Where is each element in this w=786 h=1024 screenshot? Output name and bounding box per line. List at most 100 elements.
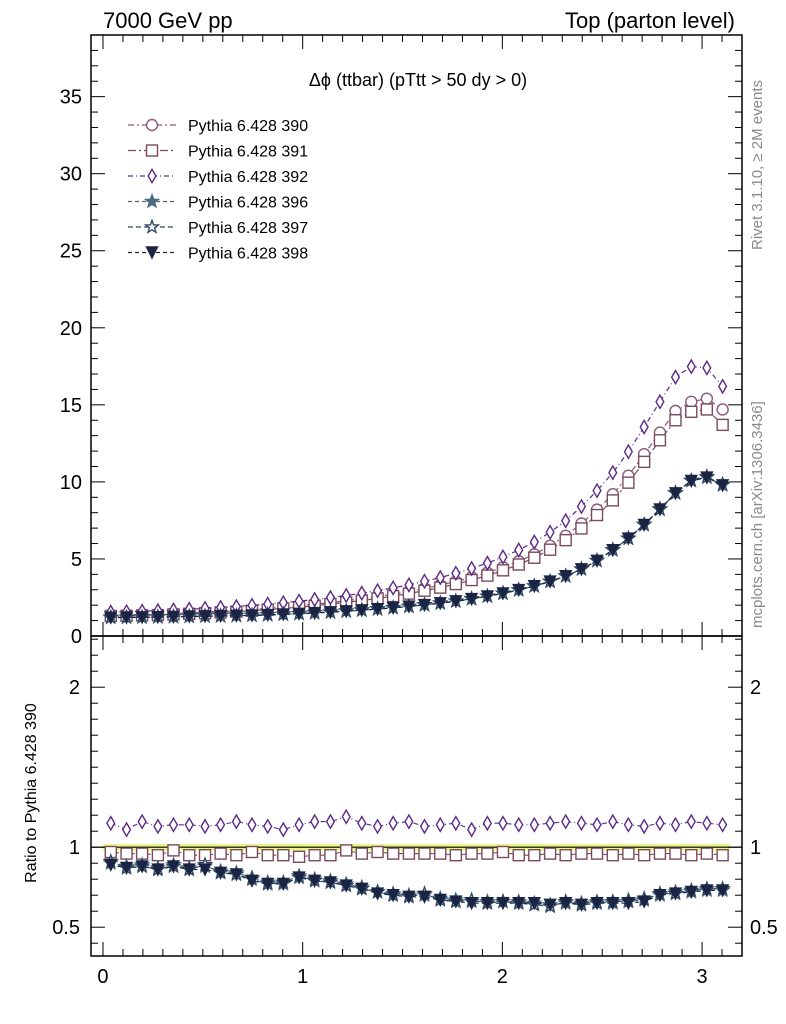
data-point [700, 403, 714, 416]
data-point [686, 358, 696, 375]
ratio-axis-label: Ratio to Pythia 6.428 390 [23, 703, 40, 883]
data-point [276, 608, 290, 622]
data-point [451, 815, 461, 832]
data-point [575, 522, 588, 535]
data-point [451, 565, 461, 582]
data-point [145, 118, 159, 132]
data-point [466, 560, 477, 577]
data-point [276, 877, 290, 892]
data-point [543, 847, 557, 860]
ratio-y-tick-label-right: 1 [750, 837, 761, 859]
data-point [559, 570, 573, 584]
data-point [637, 518, 651, 532]
y-tick-label: 35 [60, 87, 82, 109]
series-pythia-6-428-398 [104, 471, 730, 625]
legend-label: Pythia 6.428 396 [188, 195, 308, 212]
data-point [449, 895, 463, 909]
data-point [341, 808, 351, 825]
data-point [480, 590, 495, 604]
data-point [261, 877, 275, 892]
ratio-series-line [110, 861, 723, 907]
data-point [119, 611, 134, 625]
data-point [606, 543, 620, 558]
y-tick-label: 15 [60, 395, 82, 417]
data-point [685, 849, 698, 862]
data-point [574, 563, 589, 577]
ratio-y-tick-label: 2 [69, 677, 80, 699]
data-point [449, 595, 463, 609]
data-point [482, 555, 493, 572]
data-point [684, 474, 698, 489]
data-point [309, 813, 320, 830]
data-point [214, 847, 227, 860]
x-tick-label: 3 [696, 966, 707, 988]
data-point [417, 598, 432, 613]
data-point [498, 815, 508, 832]
data-point [339, 605, 353, 619]
ratio-y-tick-label: 1 [69, 837, 80, 859]
data-point [419, 573, 430, 590]
data-point [700, 392, 714, 405]
data-point [135, 860, 149, 874]
data-point [700, 847, 714, 860]
data-point [263, 818, 273, 835]
data-point [198, 610, 212, 624]
data-point [143, 218, 161, 234]
y-tick-label: 30 [60, 164, 82, 186]
data-point [357, 815, 367, 832]
data-point [637, 895, 651, 909]
data-point [512, 583, 526, 598]
data-point [292, 607, 306, 621]
series-pythia-6-428-390 [104, 392, 729, 622]
data-point [715, 479, 730, 493]
data-point [229, 868, 244, 882]
data-point [545, 524, 555, 541]
y-tick-label: 10 [60, 472, 82, 494]
data-point [655, 815, 665, 832]
data-point [608, 813, 618, 830]
data-point [371, 845, 384, 859]
data-point [559, 533, 572, 547]
data-point [529, 816, 539, 833]
data-point [639, 419, 649, 436]
data-point [215, 816, 226, 833]
data-point [355, 604, 369, 618]
series-pythia-6-428-397 [102, 468, 731, 625]
data-point [231, 813, 242, 830]
data-point [386, 601, 400, 616]
data-point [514, 542, 524, 559]
data-point [621, 532, 636, 546]
data-point [137, 813, 147, 830]
data-point [543, 575, 557, 589]
legend-label: Pythia 6.428 392 [188, 169, 308, 186]
data-point [341, 587, 351, 604]
data-point [388, 815, 398, 832]
data-point [402, 600, 416, 614]
ratio-y-tick-label-right: 0.5 [750, 917, 778, 939]
legend-entry: Pythia 6.428 391 [128, 144, 308, 161]
data-point [245, 845, 259, 859]
data-point [608, 464, 618, 481]
data-point [106, 815, 116, 832]
data-point [528, 551, 541, 564]
data-point [370, 887, 385, 901]
data-point [700, 884, 714, 898]
data-point [182, 610, 196, 624]
y-tick-label: 20 [60, 318, 82, 340]
data-point [324, 849, 337, 862]
data-point [637, 849, 651, 862]
data-point [481, 847, 494, 860]
series-line [110, 476, 723, 619]
data-point [292, 871, 306, 885]
data-point [496, 587, 510, 601]
data-point [104, 611, 118, 625]
ratio-panel: 0 1 2 3 0.5 0.5 1 1 2 2 [52, 635, 778, 988]
data-point [481, 569, 494, 582]
data-point [545, 815, 555, 832]
data-point [498, 548, 508, 565]
data-point [402, 847, 416, 860]
data-point [417, 890, 432, 904]
header-left: 7000 GeV pp [103, 8, 233, 33]
data-point [213, 866, 228, 880]
data-point [135, 611, 149, 625]
